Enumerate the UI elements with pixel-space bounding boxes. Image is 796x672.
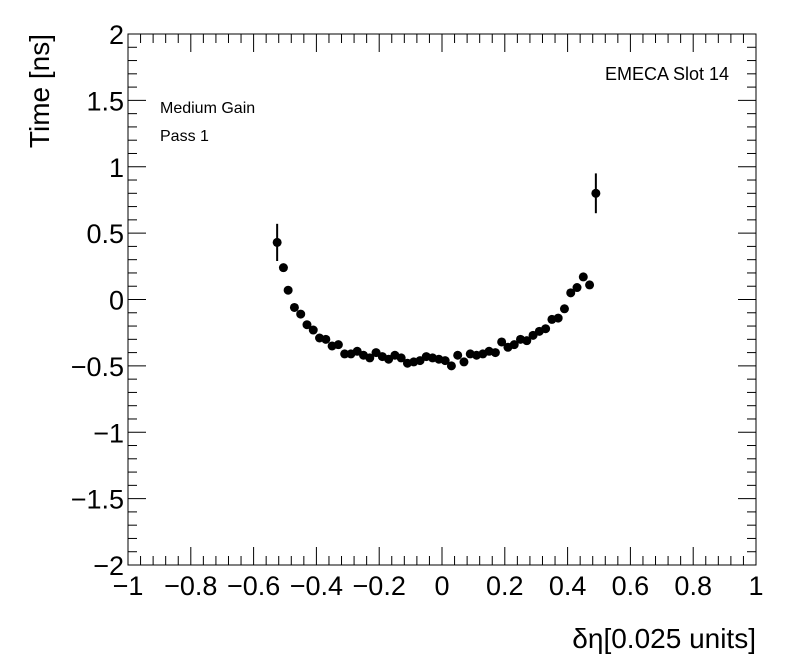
data-point [296, 309, 306, 319]
x-tick-label: 0.6 [612, 571, 650, 601]
data-point [522, 336, 532, 346]
x-tick-label: 0.2 [486, 571, 524, 601]
x-tick-labels: −1 −0.8 −0.6 −0.4 −0.2 0 0.2 0.4 0.6 0.8 1 [113, 571, 764, 601]
y-axis-label: Time [ns] [24, 34, 55, 148]
data-point [365, 353, 375, 363]
y-tick-label: 1 [109, 153, 124, 183]
data-point [321, 334, 331, 344]
pass-annotation: Pass 1 [160, 128, 209, 145]
data-point [459, 357, 469, 367]
data-point [340, 349, 350, 359]
data-point [302, 320, 312, 330]
data-point [278, 263, 288, 273]
y-tick-label: −0.5 [71, 352, 124, 382]
data-point [446, 361, 456, 371]
data-point [553, 313, 563, 323]
data-point [497, 337, 507, 347]
data-point [566, 288, 576, 298]
data-point [591, 188, 601, 198]
x-axis-label: δη[0.025 units] [572, 623, 756, 654]
data-point [396, 353, 406, 363]
x-tick-label: −1 [113, 571, 144, 601]
data-point [283, 285, 293, 295]
slot-annotation: EMECA Slot 14 [605, 64, 729, 84]
x-tick-label: 0.8 [674, 571, 712, 601]
y-tick-label: −1 [93, 418, 124, 448]
y-tick-labels: −2 −1.5 −1 −0.5 0 0.5 1 1.5 2 [71, 20, 124, 581]
data-point [572, 283, 582, 293]
gain-annotation: Medium Gain [160, 100, 255, 117]
data-point [578, 272, 588, 282]
data-point [308, 325, 318, 335]
y-tick-label: 1.5 [86, 86, 124, 116]
data-point [509, 340, 519, 350]
data-point [453, 350, 463, 360]
y-tick-label: 0.5 [86, 219, 124, 249]
y-tick-label: 2 [109, 20, 124, 50]
y-tick-label: −1.5 [71, 485, 124, 515]
x-tick-label: 1 [748, 571, 763, 601]
data-point [490, 348, 500, 358]
axes [127, 33, 757, 566]
data-point [559, 304, 569, 314]
data-points [272, 173, 601, 371]
data-point [272, 237, 282, 247]
y-tick-label: 0 [109, 286, 124, 316]
x-tick-label: −0.6 [227, 571, 280, 601]
data-point [585, 280, 595, 290]
x-tick-label: 0.4 [549, 571, 587, 601]
y-tick-label: −2 [93, 551, 124, 581]
data-point [289, 302, 299, 312]
data-point [541, 324, 551, 334]
x-tick-label: −0.8 [164, 571, 217, 601]
data-point [440, 356, 450, 366]
data-point [333, 340, 343, 350]
x-tick-label: 0 [434, 571, 449, 601]
x-tick-label: −0.4 [290, 571, 343, 601]
x-tick-label: −0.2 [353, 571, 406, 601]
